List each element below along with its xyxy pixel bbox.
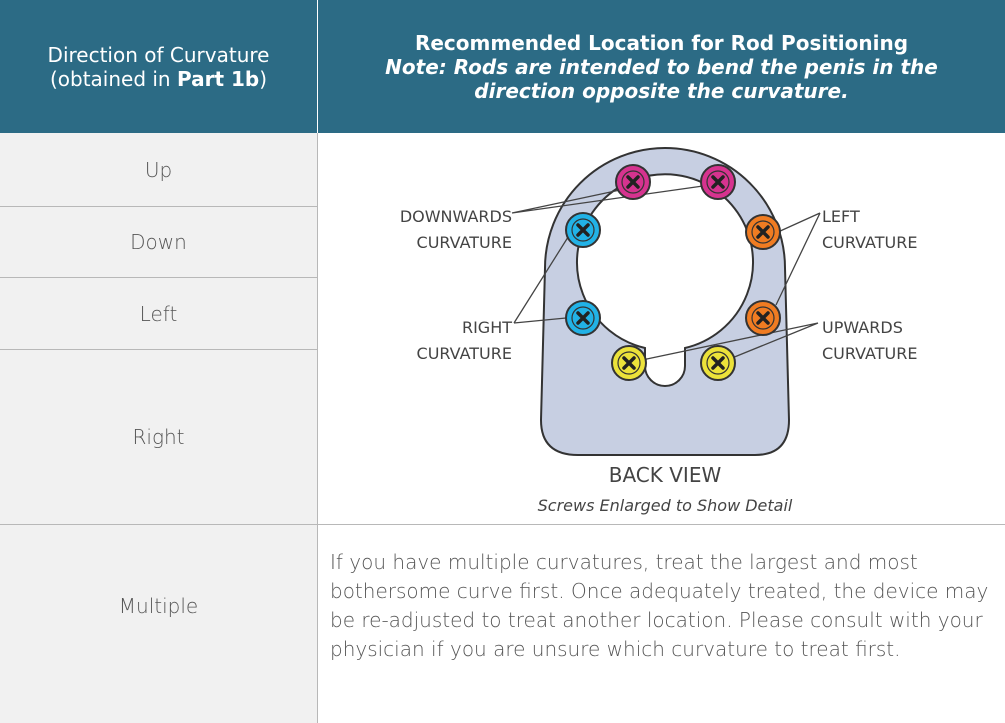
header-note: Note: Rods are intended to bend the peni… [385,54,938,103]
row-label: Up [0,133,318,207]
header-text: (obtained in [49,66,171,91]
row-label: Right [0,350,318,525]
screw [565,212,601,248]
screw-part [711,356,725,370]
row-label: Down [0,207,318,278]
screw-part [756,225,770,239]
screw-part [622,356,636,370]
header-line: Direction of Curvature [47,42,270,67]
multiple-text: If you have multiple curvatures, treat t… [330,550,989,661]
header-bold: Part 1b [176,66,260,91]
screw [565,300,601,336]
header-text: ) [259,66,268,91]
caption: BACK VIEW [609,463,722,487]
screw-part [576,223,590,237]
label: LEFT [822,207,860,226]
screw [611,345,647,381]
device-hole [576,173,754,387]
screw [745,300,781,336]
screw [745,214,781,250]
row-label: Multiple [0,525,318,723]
label: CURVATURE [417,233,512,252]
label: DOWNWARDS [400,207,512,226]
screws [565,164,781,381]
leader-lines [511,185,821,361]
label: CURVATURE [417,344,512,363]
screw [700,345,736,381]
subcaption: Screws Enlarged to Show Detail [538,496,793,515]
header-title: Recommended Location for Rod Positioning [414,30,909,55]
diagram-cell [318,133,1005,525]
screw [700,164,736,200]
header-line: (obtained in Part 1b) [50,67,267,91]
label: CURVATURE [822,233,917,252]
screw-part [576,311,590,325]
label: CURVATURE [822,344,917,363]
screw [615,164,651,200]
row-label: Left [0,278,318,350]
label: RIGHT [462,318,512,337]
header-left: Direction of Curvature (obtained in Part… [0,0,318,133]
screw-part [756,311,770,325]
header-right: Recommended Location for Rod Positioning… [318,0,1005,133]
screw-part [711,175,725,189]
label: UPWARDS [822,318,903,337]
screw-part [626,175,640,189]
